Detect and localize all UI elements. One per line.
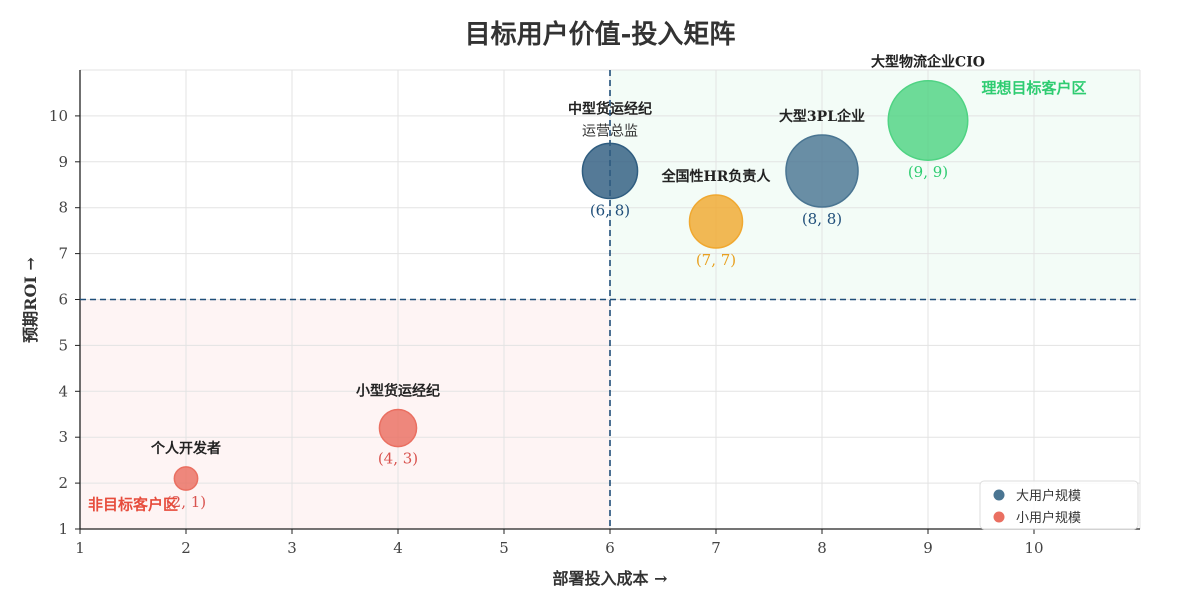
y-tick-label: 8 (58, 199, 68, 217)
legend-marker (993, 511, 1005, 523)
x-tick-label: 6 (605, 539, 615, 557)
x-tick-label: 2 (181, 539, 191, 557)
legend-box (979, 480, 1139, 530)
x-tick-label: 1 (75, 539, 85, 557)
point-name-label: 小型货运经纪 (356, 382, 440, 399)
zone-background-1 (610, 70, 1140, 300)
data-point-3 (785, 134, 859, 208)
x-axis-label: 部署投入成本 → (553, 569, 668, 588)
y-tick-label: 7 (58, 245, 68, 263)
y-tick-label: 3 (58, 428, 68, 446)
x-tick-label: 4 (393, 539, 403, 557)
point-name-label: 中型货运经纪 (568, 100, 652, 117)
point-name-label: 大型物流企业CIO (871, 54, 985, 71)
x-tick-label: 3 (287, 539, 297, 557)
x-tick-label: 7 (711, 539, 721, 557)
point-coordinate-label: (6, 8) (590, 202, 630, 220)
point-coordinate-label: (7, 7) (696, 251, 736, 269)
legend-entry-label: 小用户规模 (1016, 510, 1081, 526)
point-coordinate-label: (9, 9) (908, 163, 948, 181)
point-coordinate-label: (2, 1) (166, 493, 206, 511)
y-tick-label: 10 (49, 107, 68, 125)
x-tick-label: 10 (1024, 539, 1043, 557)
data-point-5 (378, 408, 418, 448)
non-target-zone-label: 非目标客户区 (88, 495, 178, 513)
data-point-4 (887, 79, 969, 161)
y-tick-label: 6 (58, 291, 68, 309)
legend-marker (993, 489, 1005, 501)
y-tick-label: 1 (58, 520, 68, 538)
x-tick-label: 8 (817, 539, 827, 557)
x-tick-label: 5 (499, 539, 509, 557)
y-tick-label: 9 (58, 153, 68, 171)
point-name-label: 个人开发者 (150, 440, 221, 457)
y-tick-label: 5 (58, 336, 68, 354)
y-axis-label: 预期ROI → (21, 257, 40, 343)
zone-background-2 (80, 299, 610, 529)
chart-title: 目标用户价值-投入矩阵 (465, 19, 736, 50)
legend-entry-label: 大用户规模 (1016, 488, 1081, 504)
point-coordinate-label: (4, 3) (378, 450, 418, 468)
point-name-label: 全国性HR负责人 (661, 168, 772, 185)
data-point-2 (688, 194, 744, 249)
data-point-6 (173, 466, 199, 491)
point-coordinate-label: (8, 8) (802, 210, 842, 228)
x-tick-label: 9 (923, 539, 933, 557)
y-tick-label: 2 (58, 474, 68, 492)
y-tick-label: 4 (58, 382, 68, 400)
point-subtitle-label: 运营总监 (582, 123, 638, 139)
data-point-1 (581, 142, 639, 200)
point-name-label: 大型3PL企业 (779, 108, 865, 125)
ideal-zone-label: 理想目标客户区 (981, 79, 1086, 97)
